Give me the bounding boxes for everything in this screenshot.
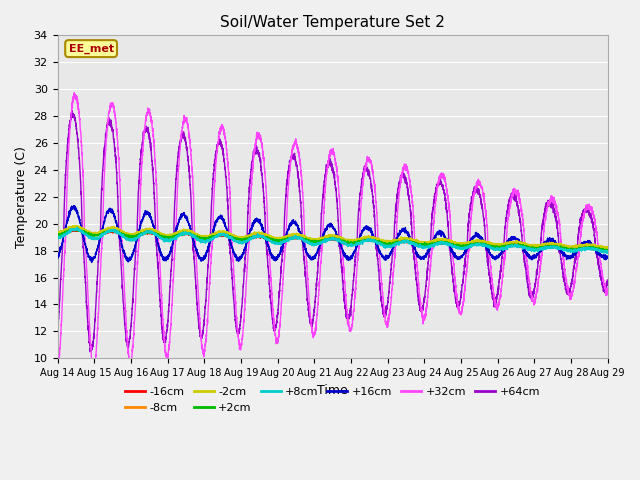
+16cm	[70, 203, 78, 208]
Legend: -16cm, -8cm, -2cm, +2cm, +8cm, +16cm, +32cm, +64cm: -16cm, -8cm, -2cm, +2cm, +8cm, +16cm, +3…	[121, 383, 545, 417]
+2cm	[487, 243, 495, 249]
+2cm	[74, 226, 81, 231]
+8cm	[456, 246, 464, 252]
+8cm	[487, 244, 495, 250]
+64cm	[456, 299, 464, 305]
+64cm	[426, 246, 433, 252]
+16cm	[456, 256, 464, 262]
+32cm	[54, 370, 61, 376]
+8cm	[603, 251, 611, 256]
-2cm	[487, 240, 495, 246]
-8cm	[54, 230, 61, 236]
-8cm	[600, 247, 607, 252]
+8cm	[604, 250, 612, 256]
+16cm	[488, 252, 495, 258]
+16cm	[54, 254, 61, 260]
-8cm	[604, 246, 611, 252]
-16cm	[603, 248, 611, 254]
+2cm	[456, 243, 464, 249]
-2cm	[426, 239, 433, 245]
-16cm	[70, 227, 77, 232]
-16cm	[456, 242, 464, 248]
-2cm	[70, 223, 78, 228]
-8cm	[487, 241, 495, 247]
+64cm	[604, 281, 611, 287]
+64cm	[312, 287, 320, 292]
+64cm	[54, 334, 61, 339]
+2cm	[312, 238, 320, 244]
+16cm	[153, 236, 161, 242]
+64cm	[604, 280, 612, 286]
-2cm	[604, 245, 612, 251]
+8cm	[312, 242, 320, 248]
+32cm	[153, 186, 161, 192]
-8cm	[604, 246, 612, 252]
+8cm	[74, 224, 81, 230]
Line: +64cm: +64cm	[58, 111, 608, 352]
+32cm	[54, 371, 61, 376]
+2cm	[604, 247, 611, 253]
-16cm	[426, 242, 433, 248]
Line: -16cm: -16cm	[58, 229, 608, 251]
+32cm	[456, 310, 464, 316]
Line: +32cm: +32cm	[58, 93, 608, 373]
+64cm	[86, 349, 94, 355]
+64cm	[153, 245, 161, 251]
-16cm	[312, 238, 320, 244]
-16cm	[604, 247, 612, 253]
-2cm	[599, 246, 607, 252]
Line: +16cm: +16cm	[58, 205, 608, 263]
+32cm	[70, 90, 78, 96]
+32cm	[312, 321, 320, 326]
-2cm	[456, 241, 464, 247]
+2cm	[604, 248, 612, 253]
Y-axis label: Temperature (C): Temperature (C)	[15, 146, 28, 248]
-8cm	[153, 230, 161, 236]
Title: Soil/Water Temperature Set 2: Soil/Water Temperature Set 2	[220, 15, 445, 30]
-2cm	[312, 236, 320, 242]
+16cm	[604, 253, 611, 259]
Line: -2cm: -2cm	[58, 226, 608, 249]
-2cm	[153, 228, 161, 234]
+8cm	[426, 244, 433, 250]
+16cm	[426, 247, 433, 253]
-8cm	[72, 225, 79, 230]
Text: EE_met: EE_met	[68, 44, 114, 54]
+16cm	[312, 252, 320, 257]
+2cm	[153, 231, 161, 237]
+64cm	[488, 287, 495, 292]
+32cm	[604, 289, 611, 295]
-16cm	[54, 230, 61, 236]
+8cm	[604, 248, 611, 254]
-16cm	[487, 243, 495, 249]
-2cm	[604, 245, 611, 251]
+2cm	[54, 231, 61, 237]
+16cm	[604, 254, 612, 260]
+2cm	[426, 242, 433, 248]
Line: +8cm: +8cm	[58, 227, 608, 253]
+32cm	[426, 273, 433, 278]
X-axis label: Time: Time	[317, 384, 348, 396]
-8cm	[456, 242, 464, 248]
-8cm	[426, 240, 433, 246]
+16cm	[88, 260, 95, 265]
-2cm	[54, 228, 61, 234]
-16cm	[153, 232, 161, 238]
+32cm	[488, 273, 495, 278]
-16cm	[604, 247, 611, 252]
Line: +2cm: +2cm	[58, 228, 608, 251]
Line: -8cm: -8cm	[58, 228, 608, 250]
+32cm	[604, 286, 612, 292]
+64cm	[68, 108, 76, 114]
+2cm	[604, 248, 611, 254]
+8cm	[54, 235, 61, 240]
+8cm	[153, 233, 161, 239]
-8cm	[312, 236, 320, 242]
